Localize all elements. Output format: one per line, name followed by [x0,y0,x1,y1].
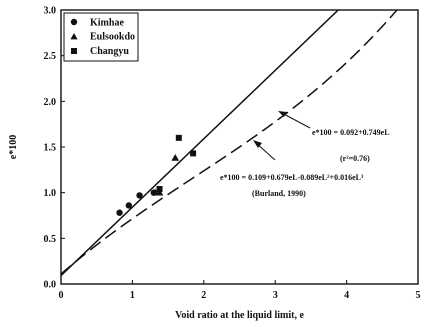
axis-ticks: 0 1 2 3 4 5 0.0 0.5 1.0 1.5 2.0 2.5 3.0 [44,6,421,302]
legend-marker-changyu [71,48,77,54]
fit-line-dashed [60,9,398,275]
annotation-linear-fit: e*100 = 0.092+0.749eL (r²=0.76) [278,111,390,163]
y-tick-label-2: 1.0 [44,188,57,199]
point-changyu-2 [190,150,197,157]
x-tick-label-1: 1 [130,290,135,301]
x-tick-label-5: 5 [416,290,421,301]
annotation-arrowhead-linear [278,111,287,117]
legend-label-changyu: Changyu [90,46,129,57]
data-points [116,134,197,216]
x-tick-label-2: 2 [201,290,206,301]
legend-label-eulsookdo: Eulsookdo [90,32,135,43]
legend: Kimhae Eulsookdo Changyu [63,12,139,62]
y-tick-label-4: 2.0 [44,97,57,108]
point-eulsookdo-1 [155,188,164,196]
y-tick-label-5: 2.5 [44,51,57,62]
annotation-linear-equation: e*100 = 0.092+0.749eL [312,128,390,137]
point-kimhae-0 [116,209,123,216]
point-kimhae-2 [136,192,143,199]
legend-label-kimhae: Kimhae [90,18,124,29]
y-tick-label-3: 1.5 [44,143,57,154]
annotation-linear-r2: (r²=0.76) [340,154,370,163]
annotation-burland-citation: (Burland, 1990) [252,189,306,198]
y-tick-label-6: 3.0 [44,6,57,17]
point-kimhae-1 [125,202,133,209]
x-tick-label-0: 0 [59,290,64,301]
annotation-burland-equation: e*100 = 0.109+0.679eL-0.089eL²+0.016eL³ [220,173,364,182]
fit-line-solid [60,9,339,277]
annotation-arrowhead-burland [253,140,262,148]
point-eulsookdo-2 [171,153,180,161]
x-tick-label-4: 4 [344,290,349,301]
annotation-burland-fit: e*100 = 0.109+0.679eL-0.089eL²+0.016eL³ … [220,140,364,198]
x-axis-label: Void ratio at the liquid limit, e [175,310,304,321]
legend-marker-kimhae [70,18,78,26]
y-tick-label-1: 0.5 [44,234,57,245]
x-tick-label-3: 3 [273,290,278,301]
y-axis-label: e*100 [8,135,19,159]
legend-marker-eulsookdo [70,33,78,40]
point-changyu-0 [156,186,163,193]
y-tick-label-0: 0.0 [44,280,57,291]
fit-lines [60,9,398,277]
point-changyu-1 [175,134,182,141]
